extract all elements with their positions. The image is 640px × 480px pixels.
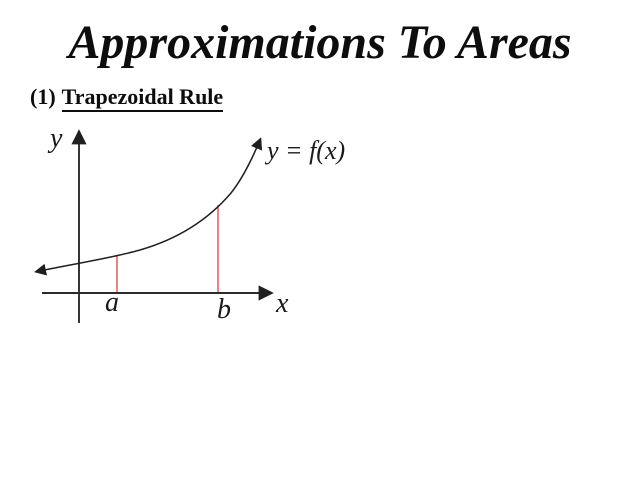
lower-limit-label: a: [105, 287, 119, 318]
y-axis-label: y: [47, 123, 63, 154]
function-curve: [34, 137, 263, 276]
x-axis-label: x: [275, 288, 289, 319]
section-number: (1): [30, 84, 56, 109]
section-heading: (1) Trapezoidal Rule: [30, 84, 224, 112]
slide-title: Approximations To Areas: [68, 16, 572, 69]
section-title: Trapezoidal Rule: [61, 84, 224, 112]
upper-limit-label: b: [217, 294, 231, 325]
curve-label: y = f(x): [264, 136, 345, 165]
